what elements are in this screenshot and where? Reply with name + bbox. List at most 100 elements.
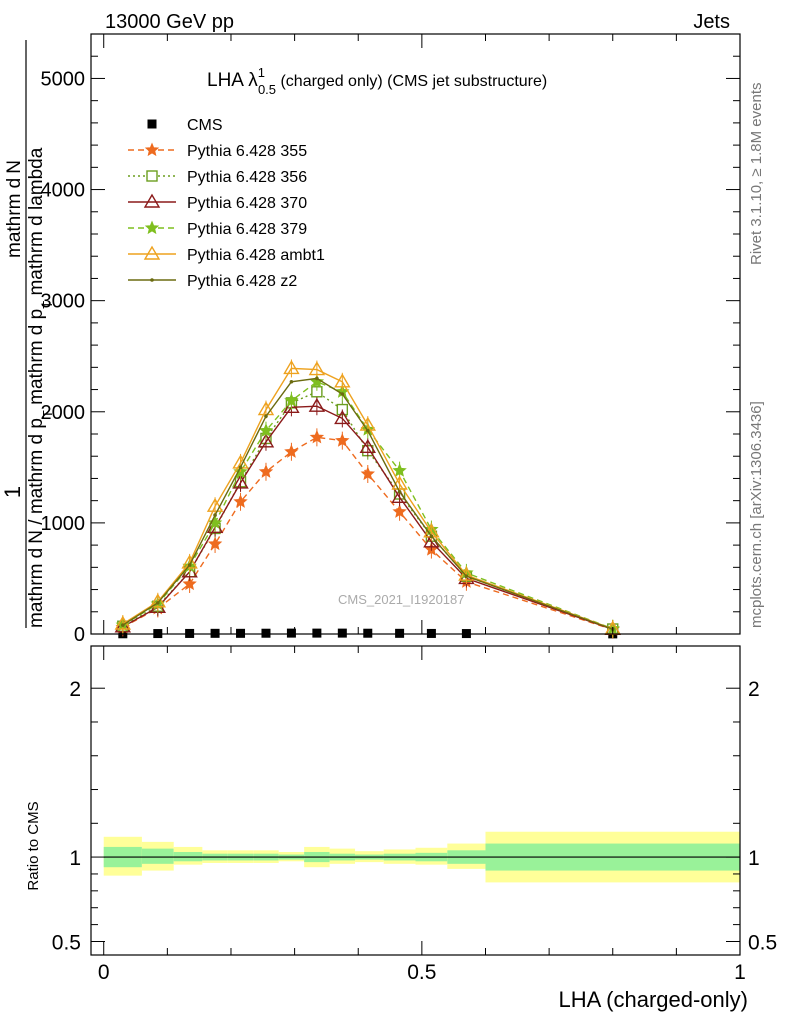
series-line-6	[122, 377, 613, 630]
series-6	[121, 376, 615, 631]
ratio-ticks: 0.5 0.51 12 20 0.5 1	[52, 646, 777, 984]
watermark: CMS_2021_I1920187	[338, 592, 465, 607]
legend-label: Pythia 6.428 356	[187, 169, 307, 186]
data-point	[284, 444, 299, 458]
legend-marker	[146, 170, 158, 182]
data-point	[340, 392, 345, 396]
y-tick-label: 4000	[41, 180, 86, 202]
y-tick-label: 1000	[41, 513, 86, 535]
legend-entry-4: Pythia 6.428 379	[128, 220, 307, 238]
data-point	[464, 574, 469, 579]
data-point	[308, 397, 326, 412]
chart-title-sup: 1	[258, 65, 265, 80]
legend-label: Pythia 6.428 379	[187, 221, 307, 238]
series-line-5	[122, 367, 613, 630]
data-point	[392, 504, 407, 518]
data-point	[335, 433, 350, 447]
chart-title-suffix: (charged only) (CMS jet substructure)	[276, 73, 547, 90]
legend-marker	[143, 245, 161, 260]
data-point	[207, 536, 223, 551]
legend-marker	[144, 220, 160, 235]
data-point	[359, 438, 376, 454]
legend-entry-2: Pythia 6.428 356	[128, 169, 307, 186]
header-category-label: Jets	[693, 11, 730, 33]
data-point	[236, 628, 246, 638]
ratio-panel: 0.5 0.51 12 20 0.5 1 Ratio to CMS LHA (charge…	[25, 645, 777, 1012]
main-frame	[90, 33, 741, 635]
ratio-y-tick-label-right: 2	[748, 678, 760, 701]
chart-title-sub: 0.5	[258, 82, 276, 97]
legend-entry-3: Pythia 6.428 370	[128, 193, 307, 212]
data-point	[156, 601, 160, 605]
data-point	[289, 379, 294, 384]
data-point	[397, 489, 402, 494]
data-point	[286, 628, 296, 638]
series-line-4	[122, 381, 613, 630]
data-point	[284, 393, 299, 407]
data-point	[309, 429, 325, 444]
data-point	[258, 464, 274, 478]
data-point	[283, 360, 300, 375]
x-tick-label: 0	[98, 961, 110, 984]
data-point	[182, 576, 197, 591]
data-point	[261, 628, 271, 638]
data-point	[149, 593, 167, 608]
legend-label: Pythia 6.428 370	[187, 195, 307, 212]
ratio-y-tick-label-right: 0.5	[748, 931, 777, 954]
data-point	[458, 566, 475, 581]
data-point	[264, 414, 268, 419]
data-point	[363, 628, 373, 638]
ratio-frame	[90, 645, 741, 956]
x-tick-label: 1	[734, 961, 746, 984]
ratio-y-tick-label-right: 1	[748, 847, 760, 870]
ratio-ylabel: Ratio to CMS	[25, 801, 42, 890]
ratio-plot-border	[90, 645, 741, 956]
main-plot-border	[90, 33, 741, 635]
ylabel-top-numerator: mathrm dN	[4, 160, 25, 258]
data-point	[365, 428, 370, 433]
x-tick-label: 0.5	[407, 961, 436, 984]
legend-entry-0: CMS	[147, 117, 223, 134]
data-point	[238, 465, 243, 470]
legend-marker	[150, 278, 154, 282]
legend-marker	[144, 142, 160, 157]
data-point	[360, 466, 375, 481]
legend-label: Pythia 6.428 z2	[187, 273, 297, 290]
x-axis-label: LHA (charged-only)	[558, 987, 748, 1012]
chart-title-main: LHA λ	[207, 70, 258, 91]
data-point	[308, 361, 326, 376]
y-tick-label: 0	[74, 624, 85, 646]
main-ylabel: 1 mathrm dN / mathrm d pT mathrm d pT ma…	[0, 40, 55, 628]
y-tick-label: 5000	[41, 68, 86, 90]
data-point	[391, 475, 408, 490]
data-point	[181, 554, 198, 569]
series-1	[115, 428, 620, 639]
y-tick-label: 3000	[41, 291, 86, 313]
y-tick-label: 2000	[41, 402, 86, 424]
data-point	[315, 376, 319, 381]
legend-entry-1: Pythia 6.428 355	[128, 142, 307, 160]
data-point	[207, 515, 223, 529]
ylabel-left-text: mathrm dN / mathrm d pT mathrm d pT math…	[26, 147, 55, 628]
data-point	[258, 423, 274, 437]
mcplots-label: mcplots.cern.ch [arXiv:1306.3436]	[748, 401, 765, 628]
ratio-y-tick-label: 1	[69, 847, 81, 870]
data-point	[392, 463, 407, 477]
header-energy-label: 13000 GeV pp	[105, 11, 234, 33]
data-point	[210, 628, 220, 638]
ratio-inner-band	[141, 848, 174, 864]
data-point	[395, 628, 405, 638]
ratio-bands	[103, 831, 740, 883]
data-point	[334, 410, 351, 425]
data-point	[312, 628, 322, 638]
rivet-label: Rivet 3.1.10, ≥ 1.8M events	[748, 83, 765, 266]
ylabel-numerator: 1	[0, 486, 25, 498]
legend-label: CMS	[187, 117, 223, 134]
data-point	[337, 628, 347, 638]
data-point	[213, 513, 217, 517]
ratio-y-tick-label: 2	[69, 678, 81, 701]
legend-entry-5: Pythia 6.428 ambt1	[128, 245, 325, 264]
data-point	[187, 563, 192, 567]
